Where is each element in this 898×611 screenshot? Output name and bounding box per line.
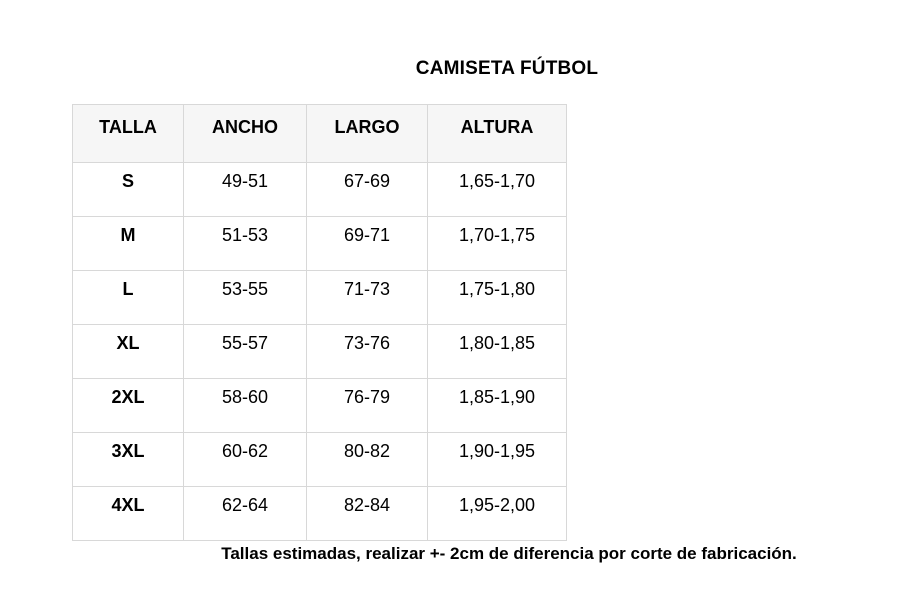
table-row: M 51-53 69-71 1,70-1,75 [72,216,567,271]
table-header-row: TALLA ANCHO LARGO ALTURA [72,104,567,163]
cell-largo: 71-73 [306,270,428,325]
cell-altura: 1,90-1,95 [427,432,567,487]
footnote: Tallas estimadas, realizar +- 2cm de dif… [221,544,797,563]
cell-talla: 4XL [72,486,184,541]
cell-talla: L [72,270,184,325]
size-table: TALLA ANCHO LARGO ALTURA S 49-51 67-69 1… [72,104,567,541]
cell-largo: 82-84 [306,486,428,541]
cell-talla: XL [72,324,184,379]
cell-largo: 69-71 [306,216,428,271]
cell-talla: M [72,216,184,271]
cell-talla: 2XL [72,378,184,433]
cell-ancho: 60-62 [183,432,307,487]
cell-largo: 80-82 [306,432,428,487]
cell-ancho: 51-53 [183,216,307,271]
cell-ancho: 58-60 [183,378,307,433]
table-row: L 53-55 71-73 1,75-1,80 [72,270,567,325]
cell-largo: 67-69 [306,162,428,217]
cell-largo: 76-79 [306,378,428,433]
column-header-talla: TALLA [72,104,184,163]
table-row: S 49-51 67-69 1,65-1,70 [72,162,567,217]
cell-altura: 1,85-1,90 [427,378,567,433]
table-row: XL 55-57 73-76 1,80-1,85 [72,324,567,379]
page-title: CAMISETA FÚTBOL [415,58,599,79]
cell-talla: 3XL [72,432,184,487]
cell-altura: 1,65-1,70 [427,162,567,217]
table-row: 4XL 62-64 82-84 1,95-2,00 [72,486,567,541]
cell-ancho: 53-55 [183,270,307,325]
column-header-altura: ALTURA [427,104,567,163]
cell-altura: 1,75-1,80 [427,270,567,325]
cell-altura: 1,80-1,85 [427,324,567,379]
cell-ancho: 55-57 [183,324,307,379]
cell-ancho: 62-64 [183,486,307,541]
cell-ancho: 49-51 [183,162,307,217]
table-row: 3XL 60-62 80-82 1,90-1,95 [72,432,567,487]
column-header-ancho: ANCHO [183,104,307,163]
column-header-largo: LARGO [306,104,428,163]
cell-altura: 1,70-1,75 [427,216,567,271]
cell-talla: S [72,162,184,217]
cell-altura: 1,95-2,00 [427,486,567,541]
cell-largo: 73-76 [306,324,428,379]
table-row: 2XL 58-60 76-79 1,85-1,90 [72,378,567,433]
